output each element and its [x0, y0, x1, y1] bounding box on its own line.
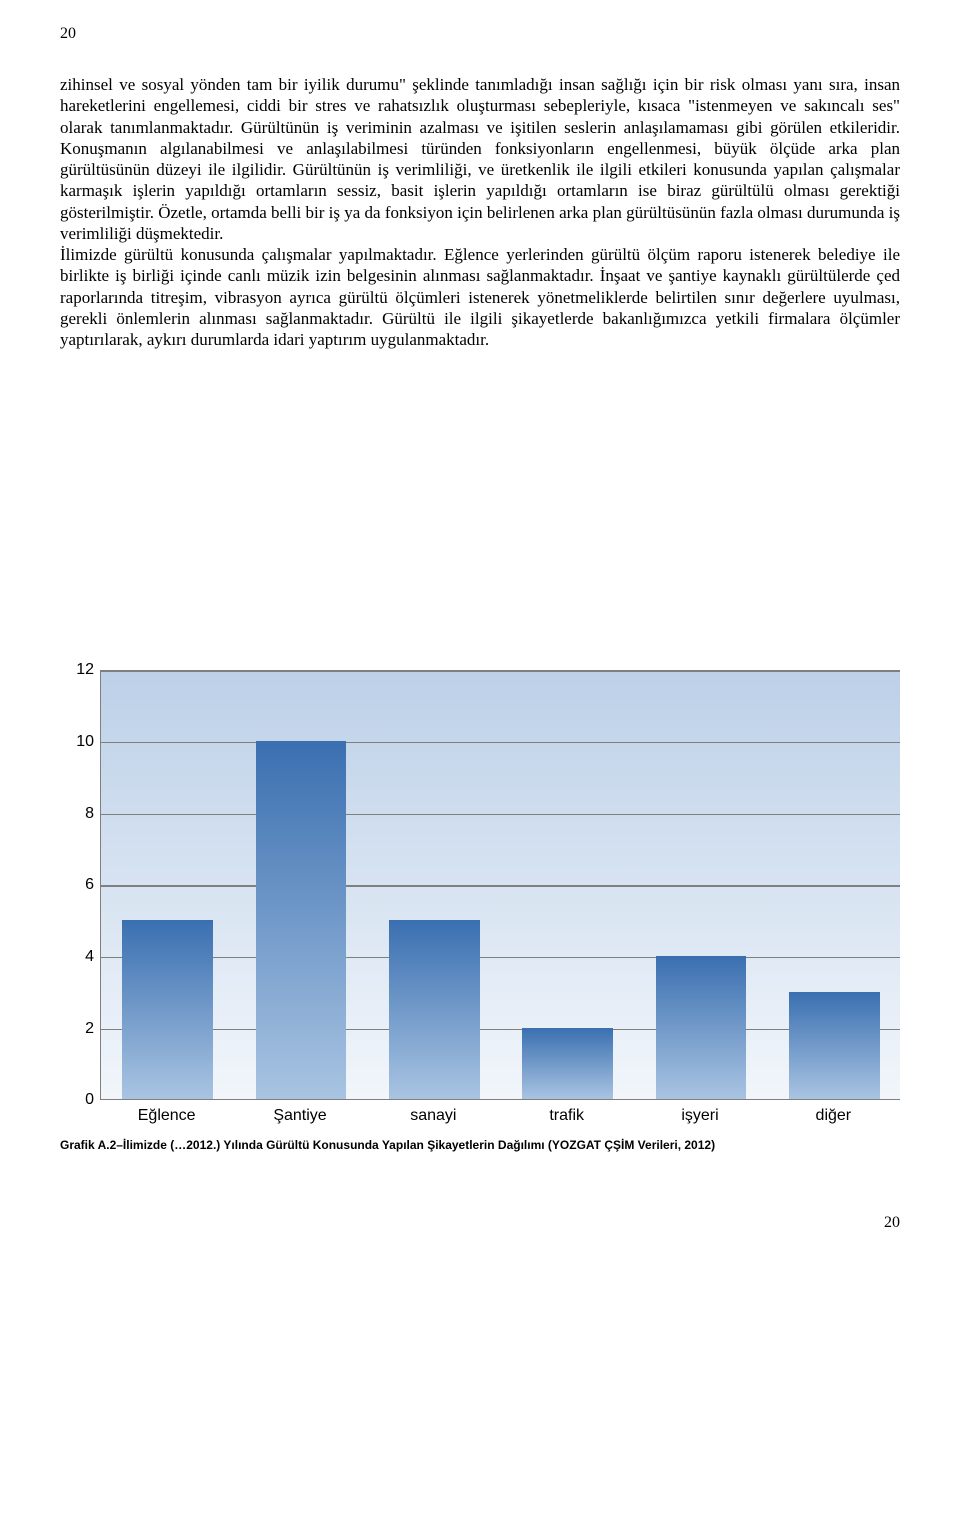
chart-x-label: Şantiye	[273, 1106, 326, 1126]
chart-y-tick: 10	[76, 732, 94, 752]
chart-bar	[789, 992, 880, 1100]
chart-x-label: işyeri	[681, 1106, 718, 1126]
chart-plot-area	[100, 670, 900, 1100]
chart-y-tick: 8	[85, 804, 94, 824]
chart-y-tick: 2	[85, 1019, 94, 1039]
chart-gridline	[101, 1029, 900, 1031]
chart-x-label: trafik	[549, 1106, 584, 1126]
chart-bar	[122, 920, 213, 1099]
chart-bar	[256, 741, 347, 1099]
chart-gridline	[101, 885, 900, 887]
bar-chart: 024681012 EğlenceŞantiyesanayitrafikişye…	[60, 670, 900, 1130]
chart-bar	[522, 1028, 613, 1100]
page-number-bottom: 20	[60, 1213, 900, 1233]
chart-gridline	[101, 814, 900, 816]
chart-bar	[389, 920, 480, 1099]
body-text: zihinsel ve sosyal yönden tam bir iyilik…	[60, 74, 900, 350]
chart-x-label: diğer	[816, 1106, 852, 1126]
chart-bar	[656, 956, 747, 1099]
chart-gridline	[101, 670, 900, 672]
page-number-top: 20	[60, 24, 900, 44]
chart-x-axis: Eğlence Şantiye sanayi trafik işyeri diğer	[100, 1106, 900, 1128]
chart-y-tick: 4	[85, 947, 94, 967]
chart-y-tick: 6	[85, 875, 94, 895]
chart-y-tick: 12	[76, 660, 94, 680]
chart-x-label: sanayi	[410, 1106, 456, 1126]
chart-gridline	[101, 957, 900, 959]
chart-x-label: Eğlence	[138, 1106, 196, 1126]
chart-y-axis: 024681012	[60, 670, 100, 1100]
chart-gridline	[101, 742, 900, 744]
chart-caption: Grafik A.2–İlimizde (…2012.) Yılında Gür…	[60, 1138, 900, 1153]
chart-y-tick: 0	[85, 1090, 94, 1110]
